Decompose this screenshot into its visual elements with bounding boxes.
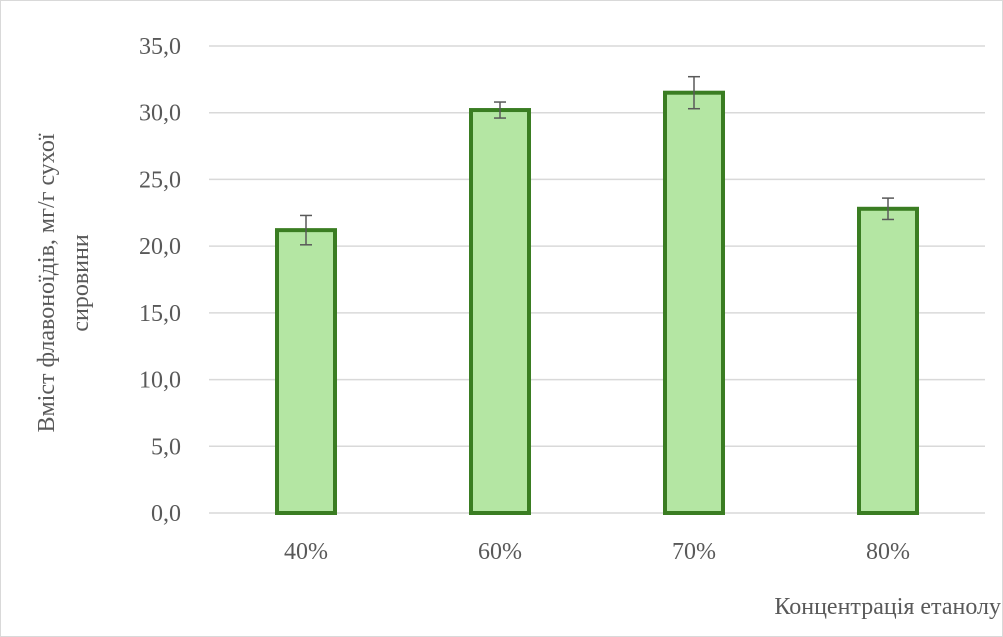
y-tick-label: 5,0 [151, 434, 181, 460]
x-tick-label: 60% [478, 539, 522, 565]
y-tick-label: 10,0 [139, 368, 181, 394]
error-bar-60% [494, 101, 506, 119]
y-tick-label: 0,0 [151, 501, 181, 527]
bar-70% [663, 90, 725, 515]
x-tick-label: 80% [866, 539, 910, 565]
gridlines [209, 45, 985, 514]
bars [275, 90, 919, 515]
bar-40% [275, 228, 337, 515]
y-tick-labels: 0,0 5,0 10,0 15,0 20,0 25,0 30,0 35,0 [139, 34, 181, 527]
error-bar-40% [300, 214, 312, 246]
x-tick-label: 70% [672, 539, 716, 565]
error-bar-70% [688, 75, 700, 110]
y-tick-label: 35,0 [139, 34, 181, 60]
bar-60% [469, 108, 531, 515]
y-axis-title: Вміст флавоноїдів, мг/г сухої сировини [34, 133, 94, 432]
error-bars [300, 75, 894, 246]
x-tick-label: 40% [284, 539, 328, 565]
x-tick-labels: 40% 60% 70% 80% [284, 539, 910, 565]
bar-80% [857, 206, 919, 515]
y-tick-label: 15,0 [139, 301, 181, 327]
y-axis-title-line-1: Вміст флавоноїдів, мг/г сухої [34, 133, 60, 432]
y-axis-title-line-2: сировини [68, 234, 94, 332]
y-tick-label: 25,0 [139, 167, 181, 193]
y-tick-label: 30,0 [139, 101, 181, 127]
x-axis-title: Концентрація етанолу [774, 594, 1001, 620]
y-tick-label: 20,0 [139, 234, 181, 260]
error-bar-80% [882, 197, 894, 221]
